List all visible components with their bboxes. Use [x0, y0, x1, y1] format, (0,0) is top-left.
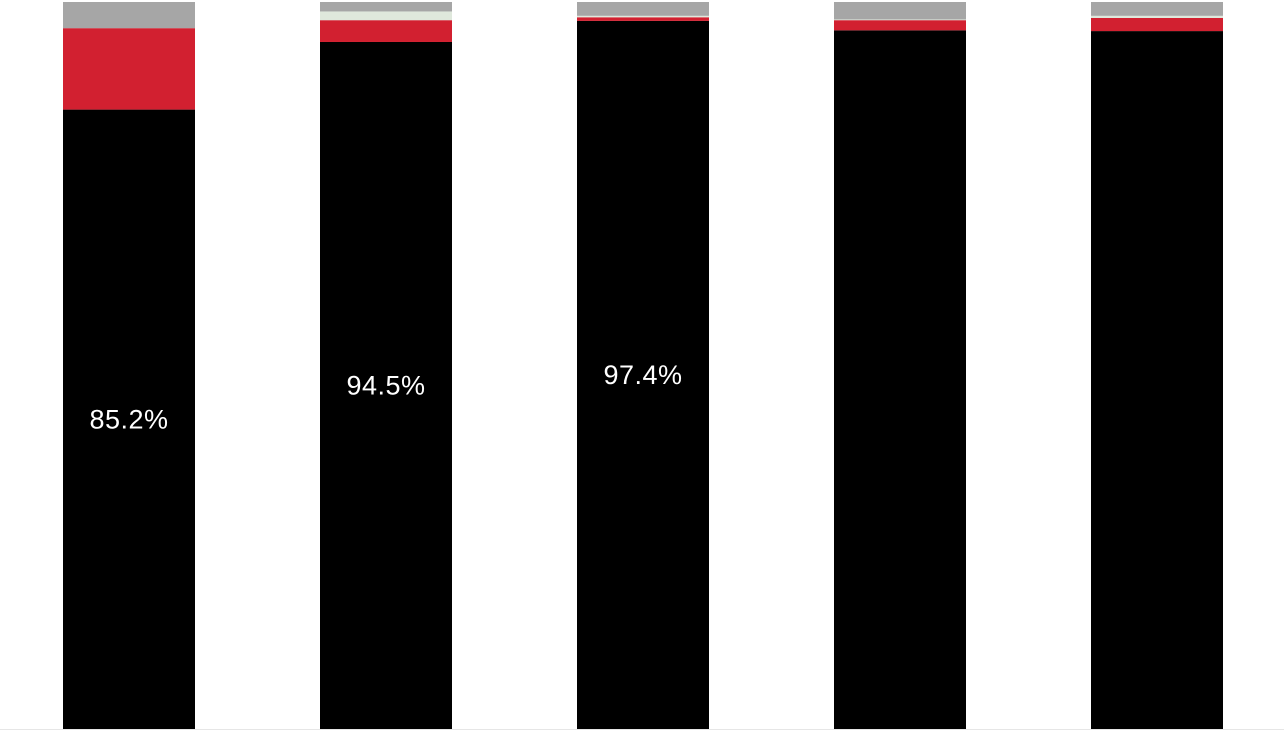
bar-3-segment-4 — [577, 1, 709, 16]
bar-5-segment-3 — [1091, 15, 1223, 18]
bar-2-segment-4 — [320, 2, 452, 12]
bar-5-segment-1 — [1091, 31, 1223, 729]
bar-2-value-label: 94.5% — [346, 370, 425, 400]
bar-1-segment-4 — [63, 2, 195, 29]
bar-4-segment-1 — [834, 30, 966, 729]
bar-1-value-label: 85.2% — [89, 404, 168, 434]
bar-3-segment-2 — [577, 17, 709, 21]
bar-5-segment-4 — [1091, 2, 1223, 16]
bar-2-segment-2 — [320, 20, 452, 42]
bar-1-segment-2 — [63, 28, 195, 110]
bar-4-segment-2 — [834, 20, 966, 31]
bar-2-segment-3 — [320, 11, 452, 21]
bar-3-segment-3 — [577, 15, 709, 18]
bar-4-segment-4 — [834, 2, 966, 20]
labels-group: 85.2% 94.5% 97.4% — [89, 360, 682, 434]
bar-3-segment-1 — [577, 20, 709, 730]
bar-1-segment-1 — [63, 109, 195, 729]
bars-group — [63, 1, 1223, 730]
bar-3-value-label: 97.4% — [603, 360, 682, 390]
bar-2-segment-1 — [320, 41, 452, 730]
bar-4-segment-3 — [834, 19, 966, 21]
bar-5-segment-2 — [1091, 17, 1223, 32]
